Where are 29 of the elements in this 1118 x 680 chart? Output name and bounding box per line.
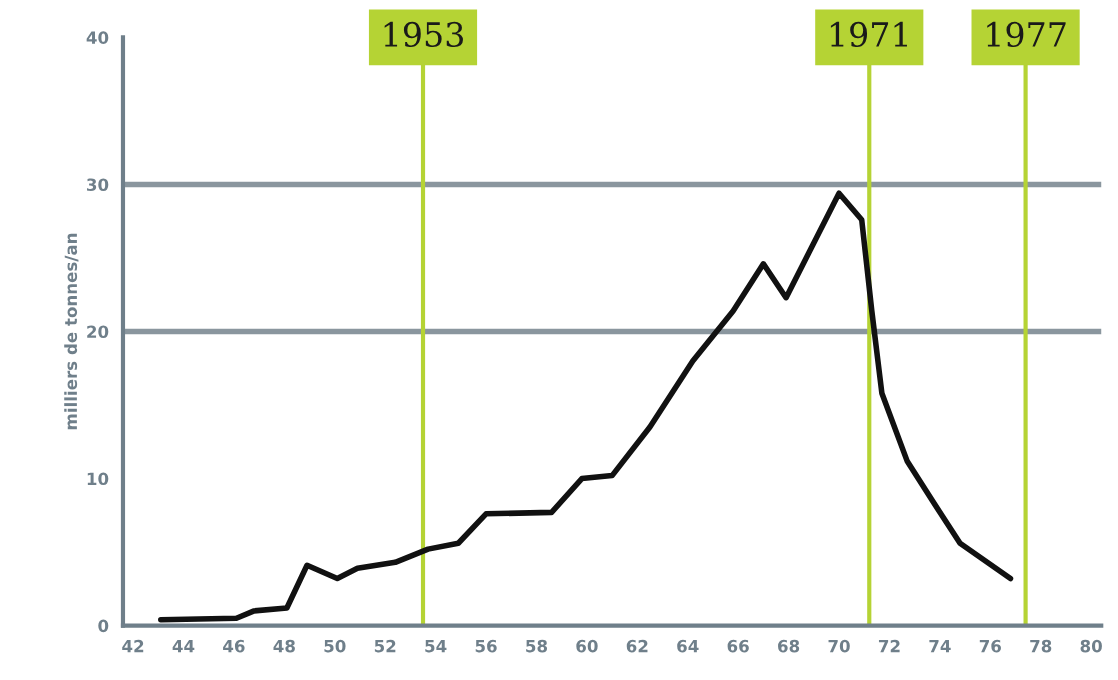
x-tick-label: 54 — [425, 640, 447, 653]
x-tick-label: 62 — [626, 639, 648, 653]
x-tick-label: 66 — [727, 639, 749, 653]
x-tick-label: 68 — [778, 639, 800, 653]
y-tick-label: 30 — [87, 178, 109, 192]
x-tick-label: 52 — [374, 639, 396, 653]
y-axis-title: milliers de tonnes/an — [64, 233, 79, 430]
ref-line-label: 1971 — [830, 21, 907, 48]
x-tick-label: 50 — [324, 639, 346, 653]
x-tick-label: 42 — [122, 639, 144, 653]
y-tick-label: 10 — [87, 472, 109, 486]
x-tick-label: 44 — [172, 640, 195, 653]
y-tick-label: 20 — [87, 325, 109, 339]
y-tick-label: 0 — [98, 619, 109, 633]
x-tick-label: 64 — [677, 639, 699, 653]
x-tick-label: 60 — [576, 639, 598, 653]
x-tick-label: 78 — [1030, 639, 1052, 653]
y-tick-label: 40 — [86, 31, 109, 44]
x-tick-label: 58 — [526, 639, 548, 653]
x-tick-label: 80 — [1080, 639, 1102, 653]
x-tick-label: 76 — [979, 639, 1001, 653]
x-tick-label: 74 — [929, 640, 951, 653]
ref-line-label: 1977 — [987, 21, 1066, 48]
x-tick-label: 46 — [223, 639, 245, 653]
x-tick-label: 70 — [828, 639, 850, 653]
ref-line-label: 1953 — [384, 21, 463, 48]
x-tick-label: 48 — [273, 639, 295, 653]
x-tick-label: 56 — [475, 639, 497, 653]
x-tick-label: 72 — [878, 639, 900, 653]
